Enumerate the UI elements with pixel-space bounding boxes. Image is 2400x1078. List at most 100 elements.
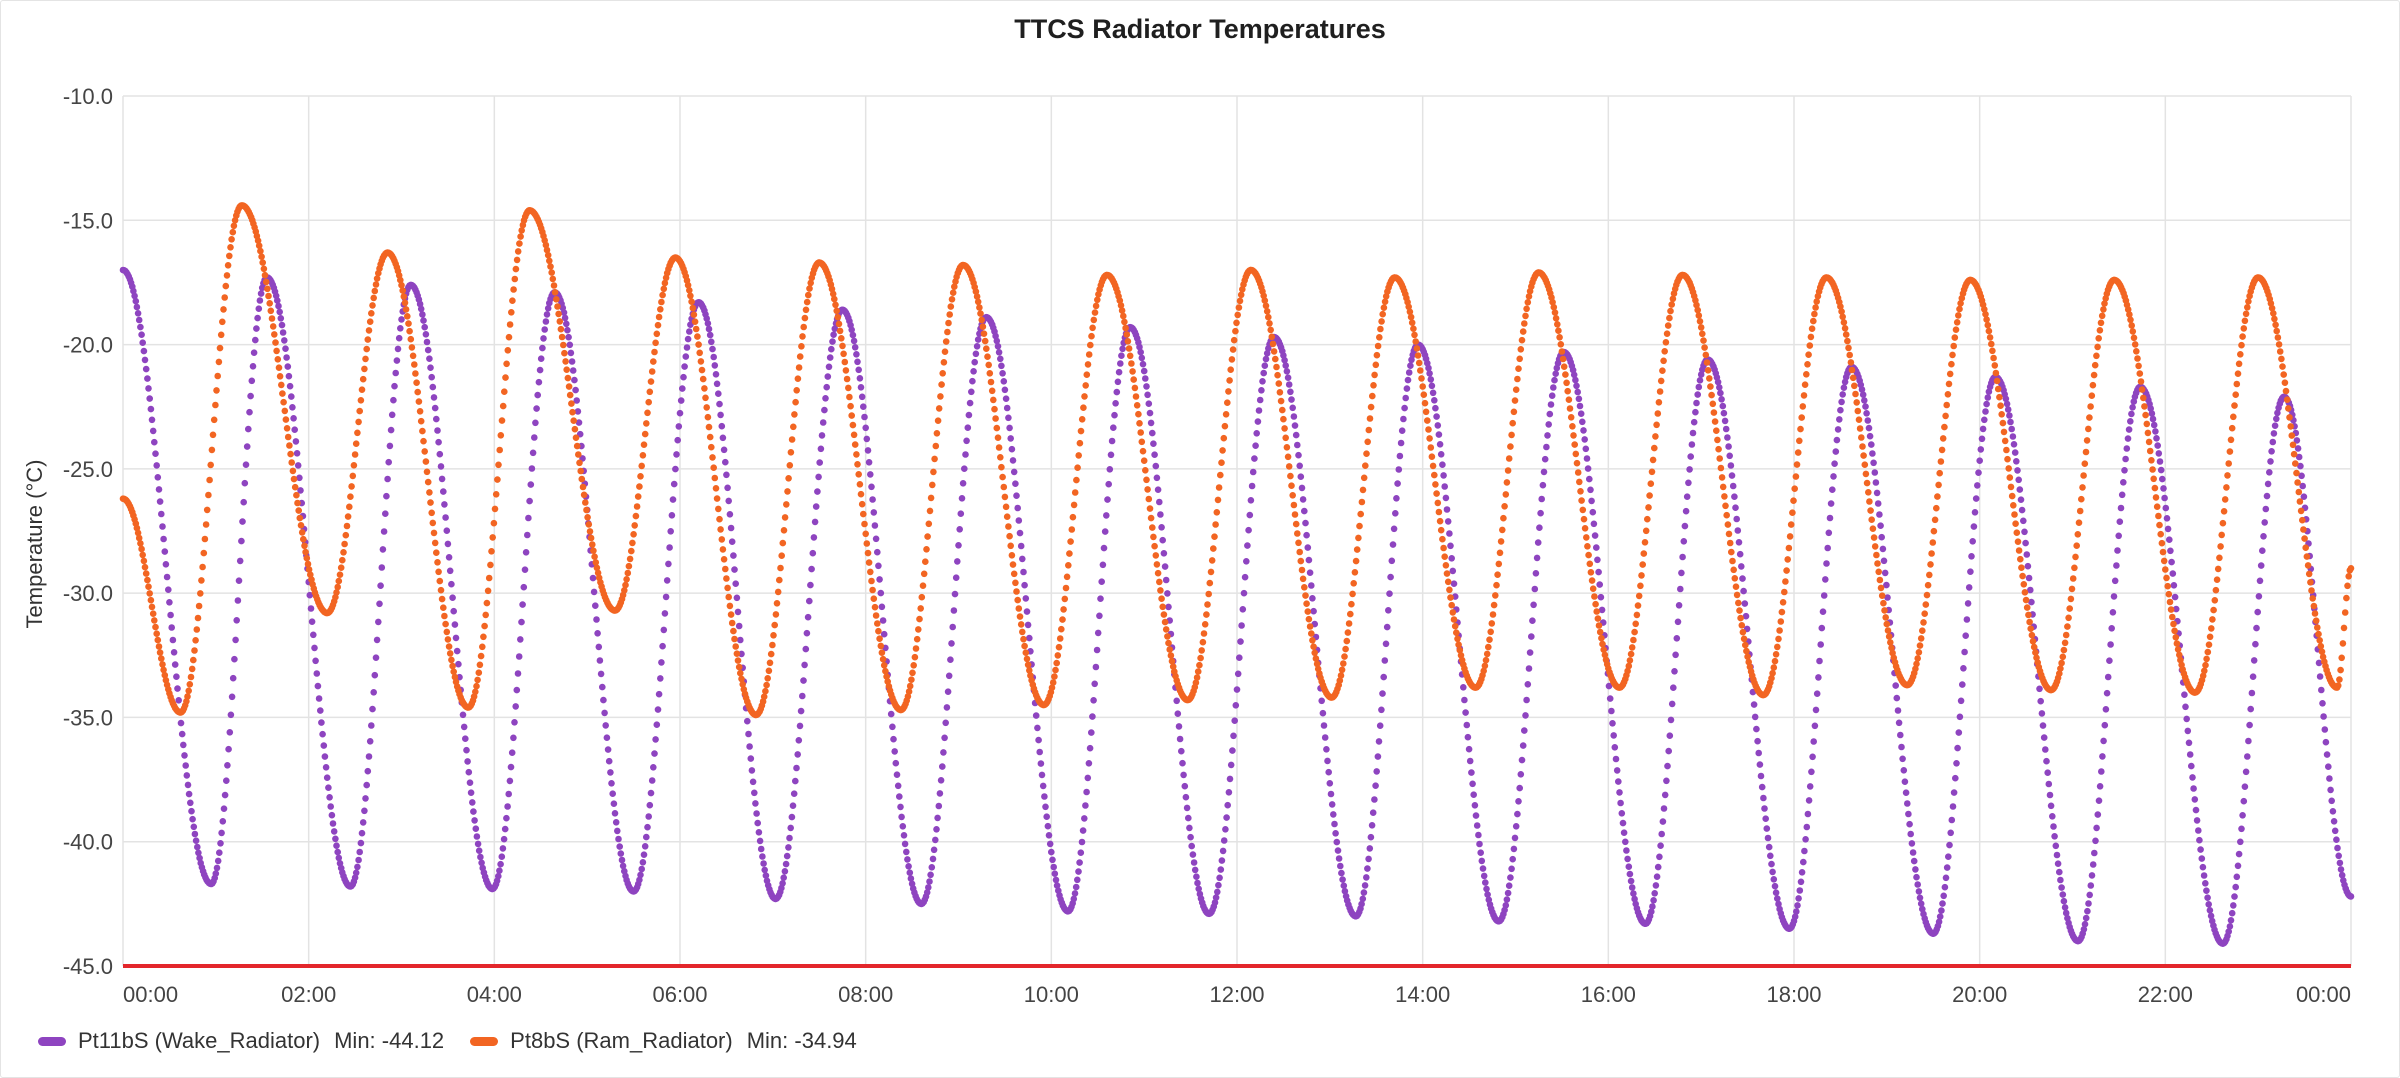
- data-point: [592, 602, 599, 609]
- data-point: [1024, 661, 1032, 669]
- data-point: [715, 505, 722, 513]
- data-point: [1061, 595, 1069, 603]
- data-point: [570, 417, 577, 425]
- data-point: [767, 650, 775, 658]
- data-point: [1893, 694, 1901, 702]
- data-point: [1732, 583, 1740, 590]
- data-point: [1538, 495, 1545, 503]
- data-point: [1984, 321, 1992, 329]
- data-point: [879, 617, 887, 624]
- data-point: [467, 789, 475, 796]
- data-point: [1001, 386, 1009, 394]
- data-point: [1853, 399, 1860, 406]
- data-point: [2325, 763, 2332, 770]
- data-point: [1598, 606, 1606, 614]
- data-point: [1015, 517, 1023, 524]
- data-point: [1559, 355, 1567, 363]
- data-point: [1593, 544, 1600, 551]
- data-point: [395, 334, 403, 342]
- data-point: [2299, 482, 2306, 490]
- data-point: [361, 807, 368, 815]
- data-point: [684, 281, 692, 289]
- data-point: [2093, 824, 2100, 832]
- data-point: [1078, 838, 1086, 846]
- data-point: [569, 367, 577, 374]
- data-point: [1659, 818, 1667, 825]
- data-point: [1868, 441, 1875, 448]
- data-point: [1876, 576, 1884, 584]
- data-point: [2004, 406, 2012, 413]
- data-point: [889, 723, 896, 731]
- y-tick-label: -45.0: [63, 954, 113, 979]
- data-point: [188, 807, 195, 815]
- data-point: [2341, 609, 2349, 616]
- data-point: [2245, 737, 2252, 745]
- data-point: [246, 408, 253, 416]
- data-point: [1112, 400, 1119, 407]
- data-point: [359, 819, 367, 826]
- data-point: [1864, 417, 1872, 424]
- data-point: [2151, 484, 2159, 492]
- data-point: [2017, 496, 2025, 504]
- data-point: [972, 350, 980, 358]
- legend-item-ram-radiator[interactable]: Pt8bS (Ram_Radiator) Min: -34.94: [470, 1028, 857, 1054]
- data-point: [1812, 304, 1819, 311]
- data-point: [417, 417, 425, 425]
- data-point: [891, 748, 898, 755]
- data-point: [1504, 889, 1512, 897]
- data-point: [781, 514, 789, 521]
- data-point: [2185, 739, 2193, 747]
- data-point: [1428, 382, 1436, 390]
- data-point: [1014, 596, 1021, 604]
- data-point: [1150, 533, 1157, 541]
- data-point: [347, 493, 354, 501]
- data-point: [1808, 768, 1815, 776]
- data-point: [696, 349, 703, 357]
- data-point: [2240, 797, 2248, 805]
- data-point: [1333, 838, 1341, 846]
- data-point: [1741, 600, 1749, 607]
- data-point: [1824, 544, 1831, 552]
- data-point: [682, 353, 690, 360]
- data-point: [1982, 310, 1989, 318]
- legend-item-wake-radiator[interactable]: Pt11bS (Wake_Radiator) Min: -44.12: [38, 1028, 444, 1054]
- data-point: [1373, 768, 1380, 775]
- data-point: [139, 339, 146, 347]
- data-point: [1065, 562, 1072, 569]
- data-point: [241, 479, 249, 487]
- data-point: [2260, 533, 2267, 540]
- data-point: [2268, 448, 2275, 455]
- data-point: [472, 825, 480, 832]
- data-point: [1224, 801, 1231, 809]
- data-point: [1664, 322, 1672, 329]
- data-point: [2083, 437, 2091, 444]
- data-point: [221, 294, 228, 301]
- data-point: [140, 347, 148, 355]
- data-point: [219, 818, 227, 825]
- data-point: [1068, 526, 1076, 533]
- data-point: [1964, 600, 1972, 607]
- data-point: [2095, 335, 2102, 342]
- data-point: [861, 520, 868, 528]
- data-point: [2315, 630, 2322, 638]
- data-point: [1817, 641, 1824, 648]
- data-point: [1667, 716, 1675, 724]
- data-point: [497, 860, 504, 868]
- data-point: [1020, 568, 1027, 576]
- data-point: [1268, 333, 1276, 341]
- data-point: [1157, 587, 1164, 594]
- data-point: [2160, 485, 2167, 492]
- data-point: [1738, 563, 1745, 570]
- data-point: [2232, 391, 2239, 399]
- data-point: [2189, 774, 2196, 781]
- data-point: [1930, 527, 1938, 535]
- data-point: [515, 653, 523, 660]
- data-point: [508, 749, 516, 756]
- data-point: [1668, 700, 1676, 708]
- data-point: [2156, 458, 2164, 465]
- data-point: [831, 325, 839, 333]
- data-point: [562, 358, 569, 365]
- data-point: [811, 518, 819, 526]
- data-point: [2274, 334, 2282, 341]
- data-point: [1091, 309, 1099, 316]
